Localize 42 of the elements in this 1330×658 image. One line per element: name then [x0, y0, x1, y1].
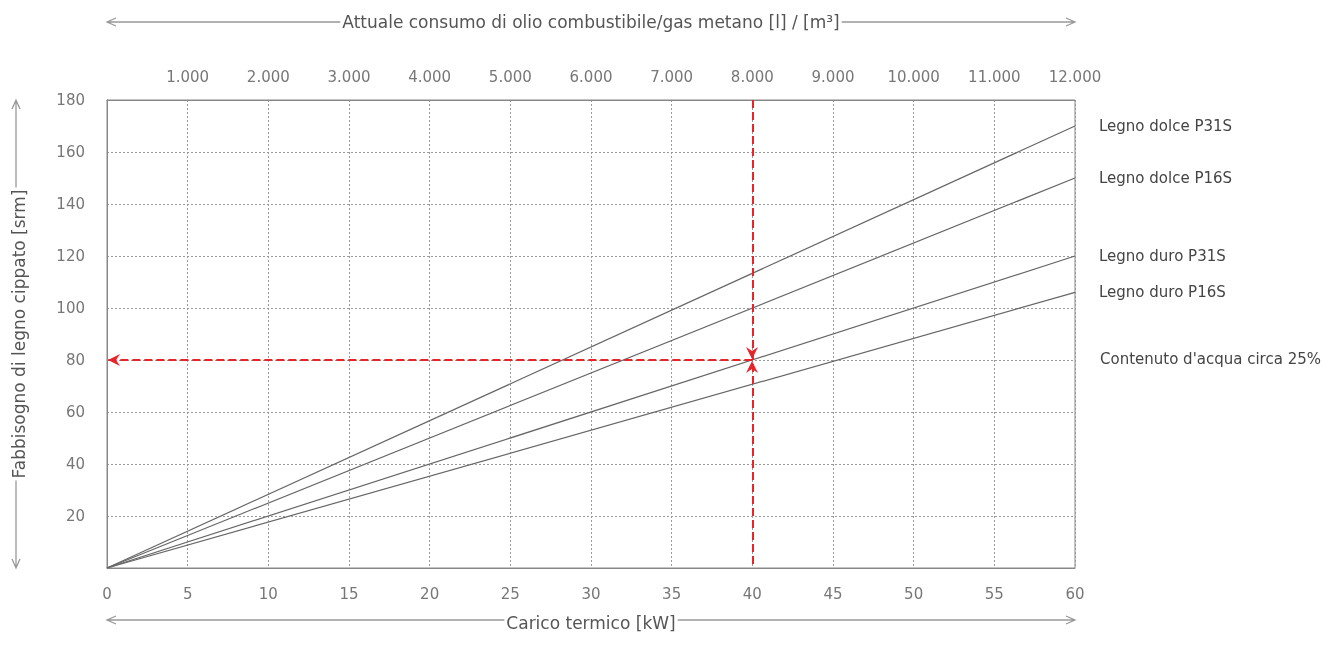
x2-tick-label: 12.000 [1048, 67, 1102, 86]
x2-tick-label: 2.000 [246, 67, 290, 86]
y-tick-label: 80 [65, 351, 85, 369]
series-label: Legno dolce P31S [1099, 117, 1233, 135]
y-tick-label: 40 [65, 455, 85, 473]
series-label: Legno dolce P16S [1099, 169, 1233, 187]
x-tick-label: 35 [662, 584, 682, 603]
x2-tick-label: 10.000 [887, 67, 940, 86]
x2-tick-label: 3.000 [327, 67, 371, 86]
x2-tick-label: 5.000 [488, 67, 532, 86]
y-tick-label: 160 [56, 143, 85, 161]
series-label: Legno duro P31S [1099, 247, 1226, 265]
x2-tick-label: 6.000 [569, 67, 613, 86]
x-tick-label: 10 [258, 584, 278, 603]
text: Contenuto d'acqua circa 25% [1100, 349, 1321, 368]
x-tick-label: 50 [904, 584, 924, 603]
x-axis-title: Carico termico [kW] [506, 612, 676, 633]
x-tick-label: 40 [742, 584, 762, 603]
y-tick-label: 20 [65, 507, 85, 525]
x2-axis-title: Attuale consumo di olio combustibile/gas metano [l] / [m³] [342, 11, 840, 32]
y-axis-title: Fabbisogno di legno cippato [srm] [8, 189, 29, 479]
x2-tick-label: 4.000 [408, 67, 452, 86]
x2-tick-label: 7.000 [650, 67, 694, 86]
y-tick-label: 180 [56, 91, 85, 109]
series-label: Legno duro P16S [1099, 283, 1226, 302]
y-tick-label: 60 [65, 403, 85, 421]
x-tick-label: 55 [984, 584, 1004, 603]
x-tick-label: 15 [339, 584, 359, 603]
x-tick-label: 30 [581, 584, 601, 603]
x-tick-label: 60 [1065, 584, 1085, 603]
y-tick-label: 120 [56, 247, 85, 265]
x-tick-label: 45 [823, 584, 843, 603]
y-tick-label: 100 [56, 299, 85, 317]
x-tick-label: 25 [500, 584, 520, 603]
x2-tick-label: 9.000 [811, 67, 855, 86]
y-tick-label: 140 [56, 195, 85, 213]
x2-tick-label: 8.000 [730, 67, 774, 86]
x-tick-label: 20 [420, 584, 440, 603]
x2-tick-label: 11.000 [968, 67, 1021, 86]
x2-tick-label: 1.000 [166, 67, 210, 86]
x-tick-label: 0 [102, 584, 112, 603]
x-tick-label: 5 [182, 584, 193, 603]
